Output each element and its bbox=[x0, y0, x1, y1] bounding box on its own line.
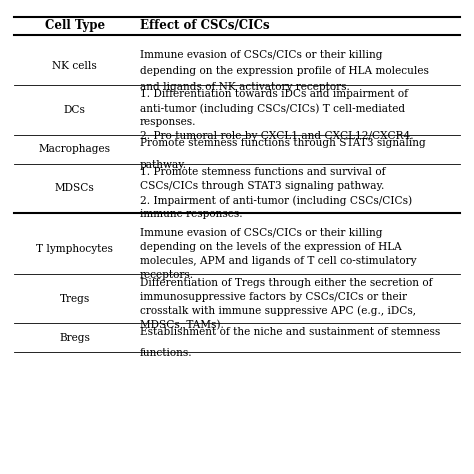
Text: MDSCs: MDSCs bbox=[55, 183, 94, 193]
Text: 1. Promote stemness functions and survival of: 1. Promote stemness functions and surviv… bbox=[140, 167, 385, 177]
Text: Immune evasion of CSCs/CICs or their killing: Immune evasion of CSCs/CICs or their kil… bbox=[140, 228, 383, 238]
Text: anti-tumor (including CSCs/CICs) T cell-mediated: anti-tumor (including CSCs/CICs) T cell-… bbox=[140, 103, 405, 114]
Text: Differentiation of Tregs through either the secretion of: Differentiation of Tregs through either … bbox=[140, 278, 432, 288]
Text: MDSCs, TAMs).: MDSCs, TAMs). bbox=[140, 319, 224, 330]
Text: Promote stemness functions through STAT3 signaling: Promote stemness functions through STAT3… bbox=[140, 138, 426, 148]
Text: Macrophages: Macrophages bbox=[39, 144, 110, 154]
Text: DCs: DCs bbox=[64, 105, 86, 115]
Text: pathway.: pathway. bbox=[140, 160, 187, 170]
Text: Bregs: Bregs bbox=[59, 333, 90, 343]
Text: Immune evasion of CSCs/CICs or their killing: Immune evasion of CSCs/CICs or their kil… bbox=[140, 50, 383, 60]
Text: and ligands of NK activatory receptors.: and ligands of NK activatory receptors. bbox=[140, 82, 350, 91]
Text: 2. Pro-tumoral role by CXCL1 and CXCL12/CXCR4.: 2. Pro-tumoral role by CXCL1 and CXCL12/… bbox=[140, 131, 413, 141]
Text: NK cells: NK cells bbox=[52, 61, 97, 71]
Text: immune responses.: immune responses. bbox=[140, 209, 243, 219]
Text: Effect of CSCs/CICs: Effect of CSCs/CICs bbox=[140, 19, 269, 32]
Text: Tregs: Tregs bbox=[60, 293, 90, 304]
Text: crosstalk with immune suppressive APC (e.g., iDCs,: crosstalk with immune suppressive APC (e… bbox=[140, 306, 416, 316]
Text: 1. Differentiation towards iDCs and impairment of: 1. Differentiation towards iDCs and impa… bbox=[140, 89, 408, 99]
Text: 2. Impairment of anti-tumor (including CSCs/CICs): 2. Impairment of anti-tumor (including C… bbox=[140, 195, 412, 206]
Text: Cell Type: Cell Type bbox=[45, 19, 105, 32]
Text: functions.: functions. bbox=[140, 348, 192, 358]
Text: immunosuppressive factors by CSCs/CICs or their: immunosuppressive factors by CSCs/CICs o… bbox=[140, 292, 407, 301]
Text: depending on the expression profile of HLA molecules: depending on the expression profile of H… bbox=[140, 66, 428, 76]
Text: responses.: responses. bbox=[140, 117, 196, 127]
Text: receptors.: receptors. bbox=[140, 270, 194, 280]
Text: depending on the levels of the expression of HLA: depending on the levels of the expressio… bbox=[140, 242, 401, 252]
Text: T lymphocytes: T lymphocytes bbox=[36, 244, 113, 255]
Text: molecules, APM and ligands of T cell co-stimulatory: molecules, APM and ligands of T cell co-… bbox=[140, 256, 416, 266]
Text: Establishment of the niche and sustainment of stemness: Establishment of the niche and sustainme… bbox=[140, 327, 440, 337]
Text: CSCs/CICs through STAT3 signaling pathway.: CSCs/CICs through STAT3 signaling pathwa… bbox=[140, 181, 384, 191]
